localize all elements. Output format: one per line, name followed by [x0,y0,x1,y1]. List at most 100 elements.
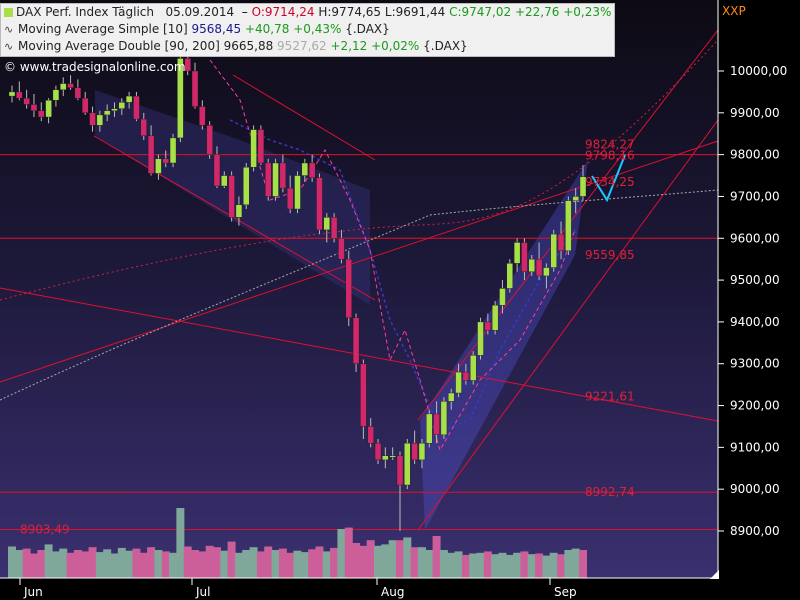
candle-body [169,137,177,164]
instrument-title: DAX Perf. Index Täglich [16,5,154,19]
volume-bar [103,549,112,578]
volume-bar [395,540,404,578]
volume-bar [293,550,302,578]
candle-body [491,304,499,331]
volume-bar [337,529,346,578]
candle-body [316,177,323,231]
volume-bar [491,554,500,578]
candle-body [103,110,111,116]
change-pct-value: +0,23% [563,5,612,19]
volume-bar [191,550,200,578]
ma-double-symbol: {.DAX} [423,39,468,53]
volume-bar [29,553,38,578]
candle-body [462,371,470,381]
candle-body [184,58,191,72]
volume-bar [330,547,339,578]
forecast-arrow [591,154,626,203]
candle-body [16,91,23,99]
level-label: 9221,61 [585,390,635,404]
volume-bar [388,540,397,578]
candle-body [521,242,528,272]
candle-body [286,187,294,210]
volume-bar [15,550,24,578]
y-tick-label: 9800,00 [730,148,780,162]
y-axis-panel [718,0,800,600]
candle-body [82,97,89,114]
y-tick-label: 8900,00 [730,524,780,538]
volume-bar [344,527,353,578]
volume-bar [117,547,126,578]
candle-body [272,162,279,197]
ma-simple-symbol: {.DAX} [345,22,390,36]
x-tick-label: Aug [381,585,404,599]
candle-body [45,100,52,118]
volume-bar [37,550,46,578]
y-tick-label: 9500,00 [730,273,780,287]
candle-body [367,426,374,444]
candle-body [469,355,477,381]
horizontal-levels [0,154,718,531]
candle-body [535,258,543,277]
volume-bar [132,548,141,578]
y-tick-label: 9200,00 [730,399,780,413]
change-value: +22,76 [514,5,560,19]
ma-double-pct: +0,02% [371,39,420,53]
level-label: 9824,27 [585,137,635,151]
y-tick-label: 9700,00 [730,189,780,203]
volume-bar [454,551,463,578]
volume-bar [278,548,287,578]
candle-body [96,114,104,126]
candle-body [155,158,162,174]
candle-body [23,97,30,105]
legend-row-ma-simple: ∿ Moving Average Simple [10] 9568,45 +40,… [4,21,611,38]
y-tick-label: 9300,00 [730,357,780,371]
volume-bar [549,552,558,578]
volume-bar [359,545,368,578]
ma-double-value1: 9665,88 [223,39,274,53]
volume-bar [125,550,134,578]
candle-body [243,166,250,206]
candle-body [440,401,448,436]
candle-body [477,321,484,356]
candle-body [147,135,155,174]
candle-body [206,125,213,155]
x-tick-label: Sep [554,585,577,599]
candle-body [250,129,257,168]
ma-overlay-pink [209,59,576,452]
volume-bar [417,547,426,578]
high-value: H:9774,65 [318,5,382,19]
candle-body [111,108,118,111]
resize-grip-icon[interactable] [710,570,719,579]
candle-body [74,87,82,99]
volume-bar [22,548,31,578]
close-value: C:9747,02 [449,5,512,19]
candle-body [506,263,513,289]
candle-body [60,83,67,91]
candle-body [294,175,301,210]
candle-body [257,129,265,164]
volume-bar [234,552,243,578]
candle-body [557,233,565,252]
volume-bar [352,543,361,578]
candle-body [565,200,572,252]
y-tick-label: 9600,00 [730,231,780,245]
candle-body [30,104,38,111]
candle-body [382,455,389,461]
volume-bar [483,551,492,578]
volume-bar [147,547,156,578]
ma-double-label: Moving Average Double [90, 200] [18,39,220,53]
x-tick-label: Jun [23,585,43,599]
volume-bar [520,551,529,578]
volume-bar [469,553,478,578]
ma-simple-change: +40,78 [244,22,290,36]
volume-bar [410,547,419,578]
volume-bar [366,540,375,578]
volume-bar [447,552,456,578]
candle-body [352,317,360,364]
volume-bar [249,547,258,578]
ma-simple-label: Moving Average Simple [10] [18,22,188,36]
volume-bar [8,546,16,578]
